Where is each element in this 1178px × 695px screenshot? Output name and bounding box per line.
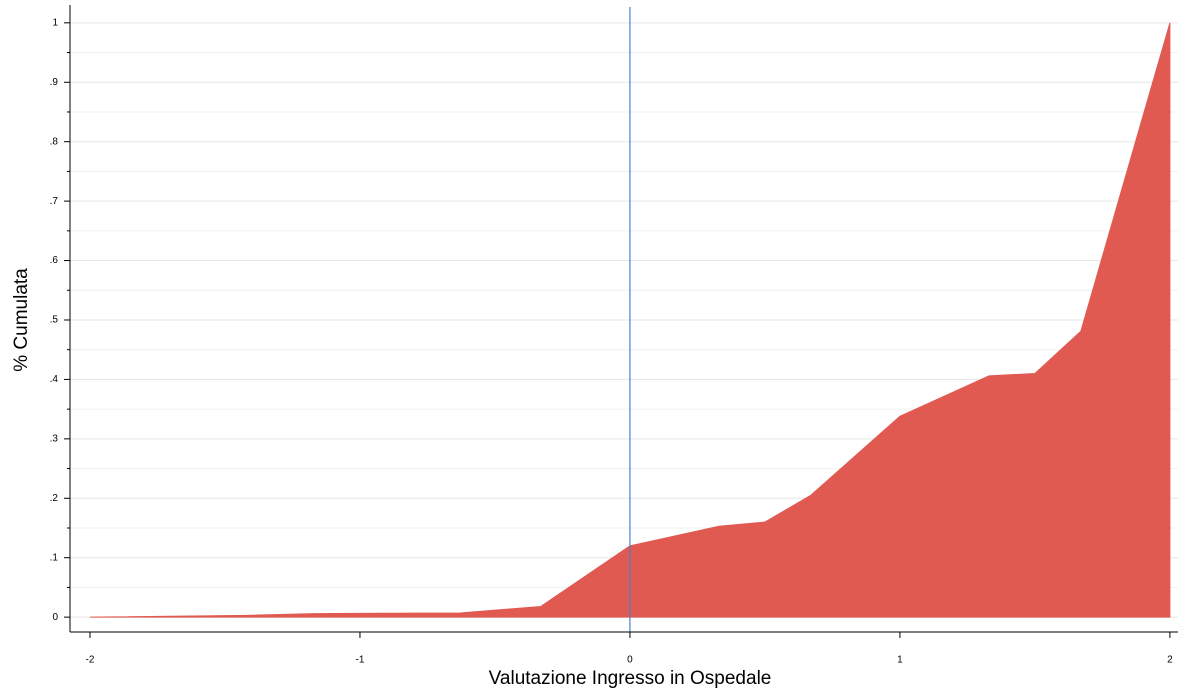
y-tick-label: .5 bbox=[50, 315, 59, 326]
x-tick-label: 1 bbox=[897, 655, 903, 666]
y-tick-label: .1 bbox=[50, 552, 59, 563]
area bbox=[89, 22, 1171, 618]
x-tick-label: 2 bbox=[1167, 655, 1173, 666]
y-tick-label: .2 bbox=[50, 493, 59, 504]
x-tick-label: 0 bbox=[627, 655, 633, 666]
x-tick-label: -2 bbox=[86, 655, 95, 666]
y-tick-label: .6 bbox=[50, 255, 59, 266]
y-tick-label: .4 bbox=[50, 374, 59, 385]
y-tick-label: .9 bbox=[50, 77, 59, 88]
y-axis-title: % Cumulata bbox=[11, 268, 32, 372]
y-tick-label: .3 bbox=[50, 433, 59, 444]
y-tick-label: 0 bbox=[52, 612, 58, 623]
y-tick-label: 1 bbox=[52, 17, 58, 28]
x-tick-label: -1 bbox=[356, 655, 365, 666]
y-tick-label: .8 bbox=[50, 136, 59, 147]
y-tick-label: .7 bbox=[50, 196, 59, 207]
x-axis-title: Valutazione Ingresso in Ospedale bbox=[489, 668, 772, 689]
